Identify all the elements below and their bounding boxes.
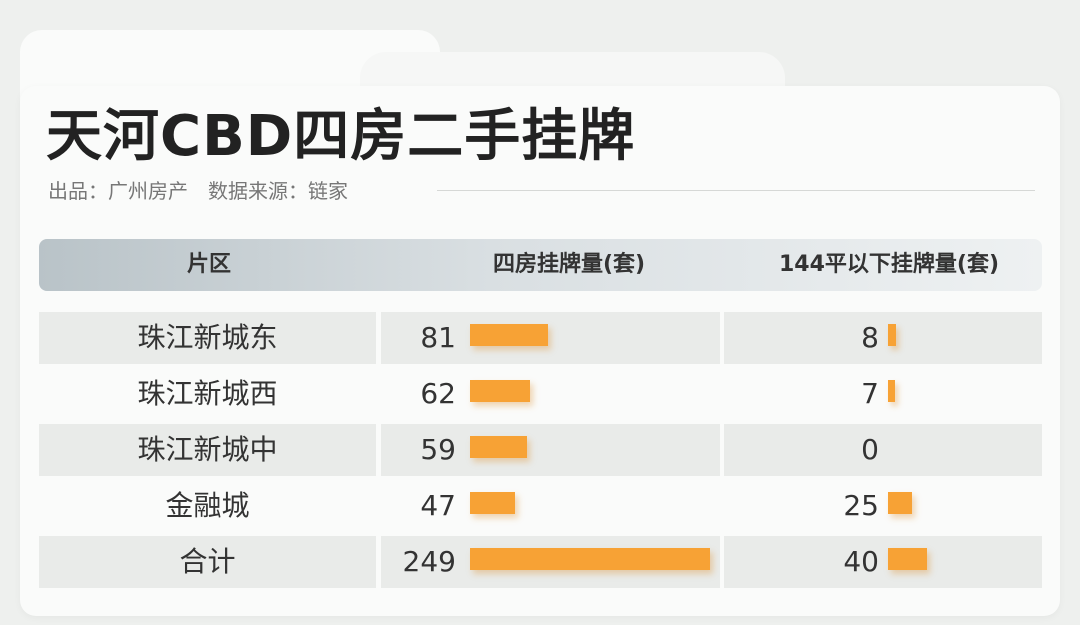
chart-title: 天河CBD四房二手挂牌: [46, 104, 636, 169]
value-label: 7: [861, 377, 879, 410]
title-divider: [437, 190, 1035, 191]
data-bar: [888, 548, 927, 570]
value-label: 8: [861, 321, 879, 354]
table-cell: [381, 424, 720, 476]
data-bar: [470, 436, 527, 458]
table-cell: [381, 312, 720, 364]
district-label: 珠江新城中: [137, 433, 278, 466]
district-label: 珠江新城西: [137, 377, 278, 410]
data-bar: [470, 492, 516, 514]
value-label: 25: [843, 489, 879, 522]
column-header-four-room: 四房挂牌量(套): [492, 252, 646, 277]
data-bar: [888, 324, 896, 346]
table-row: 珠江新城中 59 0: [0, 424, 1080, 476]
source-label: 数据来源：链家: [208, 179, 348, 203]
table-header: 片区 四房挂牌量(套) 144平以下挂牌量(套): [39, 239, 1042, 291]
value-label: 40: [843, 545, 879, 578]
table-row: 金融城 47 25: [0, 480, 1080, 532]
table-cell: [724, 312, 1042, 364]
subtitle: 出品：广州房产 数据来源：链家: [48, 178, 348, 204]
data-bar: [470, 548, 710, 570]
district-label: 金融城: [165, 489, 250, 522]
data-bar: [470, 380, 530, 402]
value-label: 62: [420, 377, 456, 410]
table-cell: [39, 424, 376, 476]
table-cell: [724, 424, 1042, 476]
value-label: 59: [420, 433, 456, 466]
district-label: 合计: [179, 545, 236, 578]
table-row: 珠江新城东 81 8: [0, 312, 1080, 364]
table-cell: [724, 480, 1042, 532]
table-cell: [39, 312, 376, 364]
table-row: 珠江新城西 62 7: [0, 368, 1080, 420]
value-label: 0: [861, 433, 879, 466]
value-label: 81: [420, 321, 456, 354]
value-label: 249: [402, 545, 456, 578]
table-cell: [724, 536, 1042, 588]
column-header-district: 片区: [186, 252, 231, 277]
table-cell: [724, 368, 1042, 420]
data-bar: [470, 324, 549, 346]
value-label: 47: [420, 489, 456, 522]
table-cell: [39, 536, 376, 588]
column-header-under-144: 144平以下挂牌量(套): [778, 252, 1000, 277]
producer-label: 出品：广州房产: [48, 179, 188, 203]
data-bar: [888, 380, 895, 402]
district-label: 珠江新城东: [137, 321, 278, 354]
data-bar: [888, 492, 913, 514]
table-row: 合计 249 40: [0, 536, 1080, 588]
